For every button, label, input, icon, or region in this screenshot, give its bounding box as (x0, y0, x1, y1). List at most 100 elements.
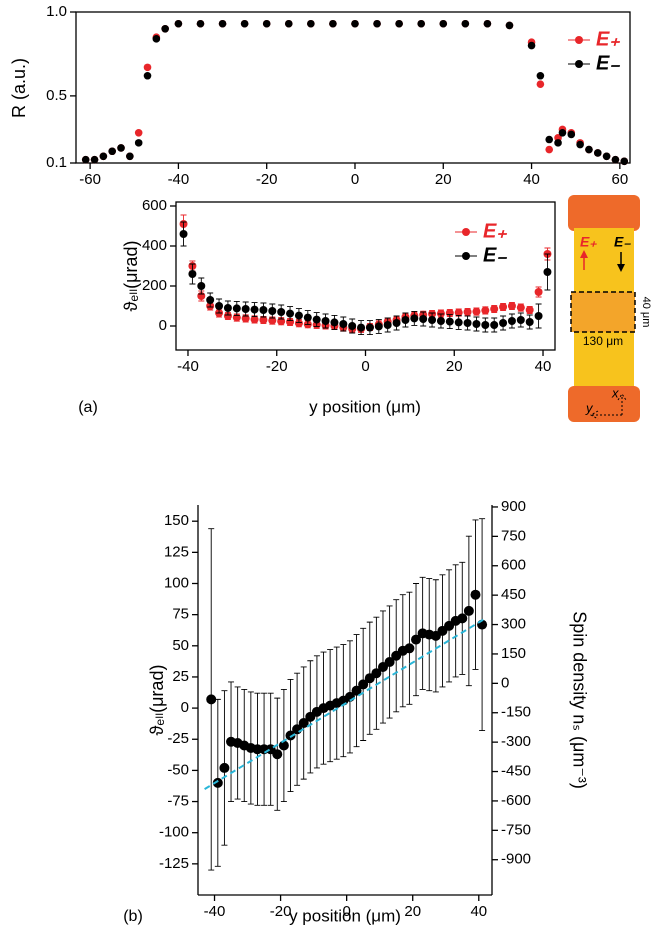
y2-tick-label: -750 (501, 821, 531, 838)
data-point (490, 321, 499, 329)
data-point (567, 130, 576, 139)
data-point (507, 302, 516, 310)
data-point (298, 718, 309, 729)
x-axis-title: y position (μm) (289, 906, 401, 925)
data-point (525, 318, 534, 326)
data-point (351, 19, 359, 28)
y-tick-label: 0.1 (46, 154, 67, 171)
data-point (445, 317, 454, 326)
y-tick-label: 100 (164, 574, 189, 591)
chart: -60 -40 -20 0 20 40 60 1.0 0.5 0.1 R (a.u.) E₊E₋ (9, 3, 631, 188)
data-point (219, 762, 230, 773)
probe-area (570, 291, 636, 333)
data-point (536, 71, 545, 80)
data-point (516, 316, 525, 324)
y2-tick-label: 150 (501, 645, 526, 662)
data-point (585, 145, 593, 154)
data-point (286, 318, 295, 326)
x-tick-label: -40 (204, 903, 226, 920)
legend-marker (462, 252, 470, 260)
data-point (499, 319, 508, 327)
data-point (259, 306, 268, 314)
y2-tick-label: -300 (501, 733, 531, 750)
data-point (545, 145, 554, 154)
contact-bottom (568, 386, 640, 422)
inset-width: 130 μm (583, 334, 623, 348)
y2-tick-label: 750 (501, 527, 526, 544)
data-point (212, 777, 223, 788)
data-point (303, 313, 312, 322)
data-point (483, 19, 492, 28)
data-point (134, 139, 143, 147)
data-point (525, 306, 534, 314)
data-point (174, 19, 183, 28)
data-point (611, 155, 620, 164)
data-point (262, 19, 271, 28)
data-point (339, 320, 348, 328)
data-point (545, 135, 554, 144)
data-point (134, 129, 143, 137)
x-tick-label: -20 (270, 903, 292, 920)
data-point (285, 730, 296, 741)
x-tick-label: -20 (266, 358, 288, 375)
data-point (371, 668, 382, 679)
e-plus-arrowhead (580, 250, 588, 258)
y-tick-label: -25 (167, 730, 189, 747)
data-point (536, 80, 545, 88)
x-tick-label: 20 (446, 358, 463, 375)
legend-marker (575, 36, 583, 44)
data-point (206, 694, 217, 705)
data-point (351, 685, 362, 696)
data-point (179, 230, 188, 238)
y-tick-label: 0.5 (46, 87, 67, 104)
data-point (81, 155, 90, 164)
data-point (527, 41, 536, 50)
data-point (384, 656, 395, 667)
data-point (206, 296, 215, 304)
x-tick-label: 0 (351, 171, 359, 188)
y2-tick-label: 0 (501, 674, 509, 691)
data-point (463, 319, 472, 327)
data-point (543, 268, 552, 276)
data-point (534, 288, 543, 296)
chart: -40 -20 0 20 40 150 125 100 75 50 25 0 -25 -50 -75 -100… (123, 498, 589, 926)
x-axis-title: y position (μm) (309, 397, 421, 416)
data-point (294, 319, 303, 328)
inset-height: 40 μm (640, 297, 652, 328)
data-point (472, 320, 481, 328)
data-point (108, 147, 116, 156)
data-point (268, 307, 277, 315)
y-tick-label: 0 (159, 317, 167, 334)
y-tick-label: 1.0 (46, 3, 67, 20)
data-point (348, 322, 357, 330)
fit-line (204, 617, 486, 790)
data-point (439, 19, 448, 28)
data-point (286, 309, 295, 318)
x-tick-label: -40 (177, 358, 199, 375)
y2-axis-title: Spin density nₛ (μm⁻³) (569, 611, 589, 789)
data-point (373, 19, 381, 28)
y2-tick-label: -600 (501, 792, 531, 809)
data-point (392, 319, 401, 327)
data-point (401, 316, 410, 324)
y-tick-label: -100 (159, 824, 189, 841)
inset-y: y (585, 400, 594, 415)
data-point (307, 19, 315, 28)
data-point (143, 63, 152, 72)
data-point (507, 317, 516, 325)
y2-tick-label: -900 (501, 851, 531, 868)
data-point (196, 19, 205, 28)
data-point (215, 302, 224, 310)
contact-top (568, 195, 640, 231)
data-point (117, 144, 125, 152)
data-point (411, 634, 422, 645)
data-point (312, 315, 321, 324)
data-point (143, 71, 152, 80)
data-point (223, 312, 232, 320)
y2-tick-label: -450 (501, 763, 531, 780)
inset-e-plus: E₊ (580, 234, 597, 250)
data-point (272, 749, 283, 760)
data-point (374, 322, 383, 331)
data-point (218, 19, 227, 28)
data-point (490, 305, 499, 313)
